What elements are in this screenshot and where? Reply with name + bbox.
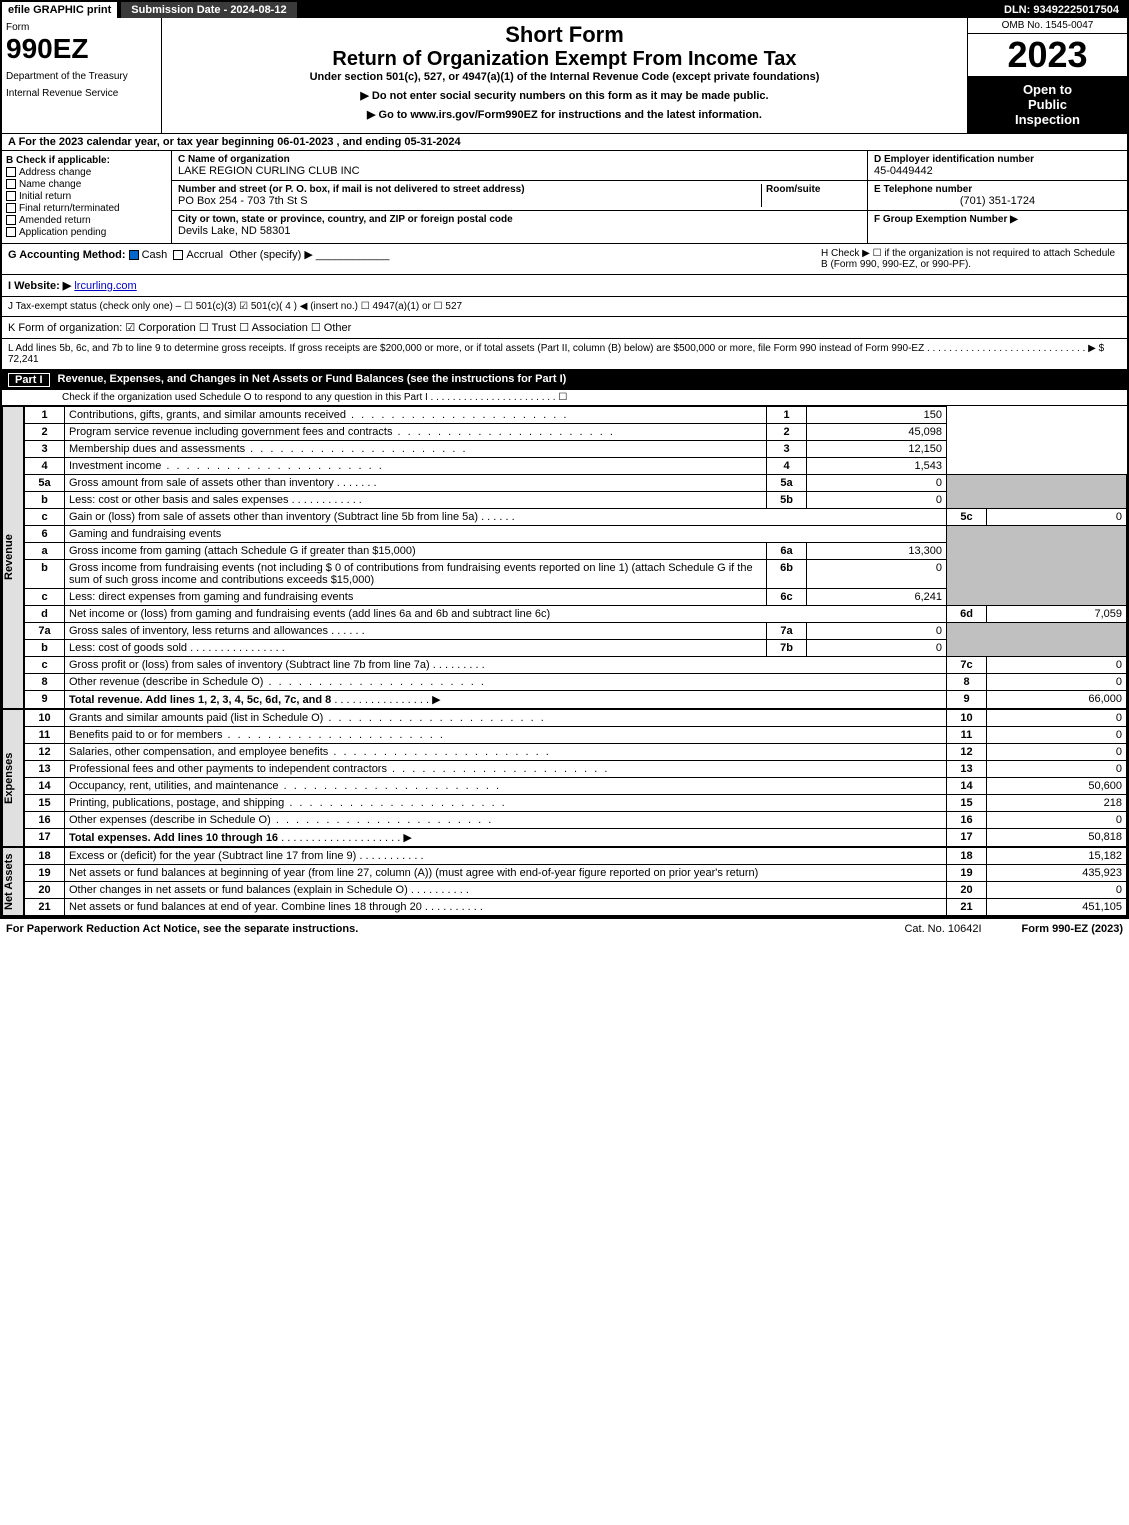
open-to-public: Open to Public Inspection	[968, 76, 1127, 133]
section-b-c-d: B Check if applicable: Address change Na…	[2, 151, 1127, 244]
revenue-section: Revenue 1Contributions, gifts, grants, a…	[2, 406, 1127, 709]
form-word: Form	[6, 22, 157, 33]
city-block: City or town, state or province, country…	[172, 211, 867, 240]
net-assets-side-label: Net Assets	[2, 847, 24, 916]
title-right: OMB No. 1545-0047 2023 Open to Public In…	[967, 18, 1127, 133]
chk-accrual[interactable]	[173, 250, 183, 260]
footer-center: Cat. No. 10642I	[904, 923, 981, 935]
chk-cash[interactable]	[129, 250, 139, 260]
part-i-header: Part I Revenue, Expenses, and Changes in…	[2, 370, 1127, 390]
chk-initial-return[interactable]: Initial return	[6, 191, 167, 202]
footer-left: For Paperwork Reduction Act Notice, see …	[6, 923, 864, 935]
revenue-side-label: Revenue	[2, 406, 24, 709]
line-k-form-org: K Form of organization: ☑ Corporation ☐ …	[2, 317, 1127, 339]
submission-date: Submission Date - 2024-08-12	[121, 2, 296, 18]
return-title: Return of Organization Exempt From Incom…	[166, 48, 963, 71]
line-g-accounting: G Accounting Method: Cash Accrual Other …	[8, 248, 821, 270]
row-g-h: G Accounting Method: Cash Accrual Other …	[2, 244, 1127, 275]
footer-right: Form 990-EZ (2023)	[1022, 923, 1123, 935]
col-b-checkboxes: B Check if applicable: Address change Na…	[2, 151, 172, 243]
line-j-tax-exempt: J Tax-exempt status (check only one) – ☐…	[2, 297, 1127, 317]
line-a-tax-year: A For the 2023 calendar year, or tax yea…	[2, 134, 1127, 151]
form-id-block: Form 990EZ Department of the Treasury In…	[2, 18, 162, 133]
tel-value: (701) 351-1724	[874, 195, 1121, 207]
chk-application-pending[interactable]: Application pending	[6, 227, 167, 238]
city-state-zip: Devils Lake, ND 58301	[178, 225, 861, 237]
chk-name-change[interactable]: Name change	[6, 179, 167, 190]
chk-address-change[interactable]: Address change	[6, 167, 167, 178]
ein-value: 45-0449442	[874, 165, 1121, 177]
col-c-org-info: C Name of organization LAKE REGION CURLI…	[172, 151, 867, 243]
goto-link[interactable]: ▶ Go to www.irs.gov/Form990EZ for instru…	[166, 108, 963, 121]
dept-treasury: Department of the Treasury	[6, 71, 157, 82]
website-link[interactable]: lrcurling.com	[74, 280, 136, 292]
under-section: Under section 501(c), 527, or 4947(a)(1)…	[166, 71, 963, 83]
part-i-check: Check if the organization used Schedule …	[2, 390, 1127, 406]
expenses-side-label: Expenses	[2, 709, 24, 847]
expenses-section: Expenses 10Grants and similar amounts pa…	[2, 709, 1127, 847]
title-block: Form 990EZ Department of the Treasury In…	[2, 18, 1127, 134]
dln-label: DLN: 93492225017504	[996, 2, 1127, 18]
net-assets-section: Net Assets 18Excess or (deficit) for the…	[2, 847, 1127, 916]
line-h-schedule-b: H Check ▶ ☐ if the organization is not r…	[821, 248, 1121, 270]
chk-amended-return[interactable]: Amended return	[6, 215, 167, 226]
revenue-table: 1Contributions, gifts, grants, and simil…	[24, 406, 1127, 709]
expenses-table: 10Grants and similar amounts paid (list …	[24, 709, 1127, 847]
net-assets-table: 18Excess or (deficit) for the year (Subt…	[24, 847, 1127, 916]
top-header: efile GRAPHIC print Submission Date - 20…	[2, 2, 1127, 18]
street-block: Number and street (or P. O. box, if mail…	[172, 181, 867, 211]
dept-irs: Internal Revenue Service	[6, 88, 157, 99]
org-name: LAKE REGION CURLING CLUB INC	[178, 165, 861, 177]
page-footer: For Paperwork Reduction Act Notice, see …	[0, 918, 1129, 939]
title-mid: Short Form Return of Organization Exempt…	[162, 18, 967, 133]
col-b-title: B Check if applicable:	[6, 155, 167, 166]
line-l-gross-receipts: L Add lines 5b, 6c, and 7b to line 9 to …	[2, 339, 1127, 370]
tax-year: 2023	[968, 34, 1127, 76]
form-990ez: efile GRAPHIC print Submission Date - 20…	[0, 0, 1129, 918]
tel-block: E Telephone number (701) 351-1724	[868, 181, 1127, 211]
omb-number: OMB No. 1545-0047	[968, 18, 1127, 34]
chk-final-return[interactable]: Final return/terminated	[6, 203, 167, 214]
line-i-website: I Website: ▶ lrcurling.com	[2, 275, 1127, 297]
ein-block: D Employer identification number 45-0449…	[868, 151, 1127, 181]
form-number: 990EZ	[6, 33, 157, 65]
short-form-title: Short Form	[166, 22, 963, 48]
efile-label[interactable]: efile GRAPHIC print	[2, 2, 117, 18]
street-address: PO Box 254 - 703 7th St S	[178, 195, 761, 207]
group-exemption-block: F Group Exemption Number ▶	[868, 211, 1127, 228]
org-name-block: C Name of organization LAKE REGION CURLI…	[172, 151, 867, 181]
col-d-e-f: D Employer identification number 45-0449…	[867, 151, 1127, 243]
no-ssn-note: ▶ Do not enter social security numbers o…	[166, 89, 963, 102]
